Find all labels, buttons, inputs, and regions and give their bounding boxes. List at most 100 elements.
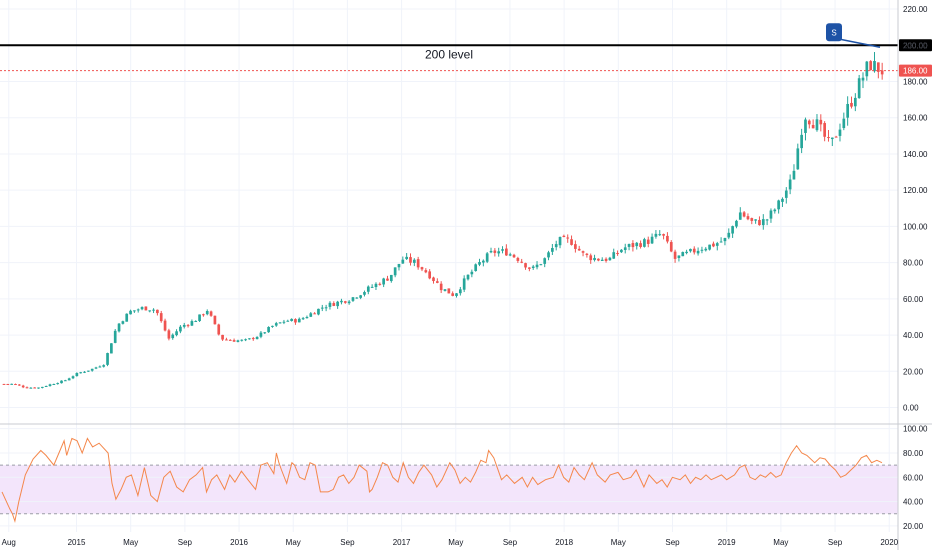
- candle-body: [451, 293, 455, 296]
- reference-lines: 200.00 200 level 186.00 S: [0, 23, 932, 77]
- candle-body: [784, 190, 788, 198]
- candle-body: [240, 339, 244, 341]
- time-axis[interactable]: Aug 2015 May Sep 2016 May Sep 2017 May Sep 2018 May…: [2, 538, 899, 547]
- candle-body: [662, 234, 665, 236]
- candle-body: [17, 384, 21, 386]
- candle-body: [516, 257, 520, 261]
- candle-body: [493, 250, 497, 253]
- candle-body: [102, 365, 106, 367]
- candle-body: [823, 123, 826, 137]
- candle-body: [48, 384, 52, 387]
- candle-body: [731, 226, 734, 234]
- rsi-band: [0, 465, 898, 514]
- candle-body: [539, 264, 543, 266]
- candle-body: [152, 309, 155, 311]
- candle-body: [735, 220, 738, 227]
- candle-body: [332, 303, 336, 306]
- candle-body: [581, 251, 585, 253]
- candle-body: [225, 339, 228, 341]
- candle-body: [857, 78, 861, 99]
- candle-body: [551, 248, 554, 252]
- candle-body: [865, 61, 869, 77]
- candle-body: [474, 264, 478, 272]
- candle-body: [696, 250, 700, 254]
- candle-body: [202, 314, 205, 316]
- marker-badge: [826, 23, 842, 42]
- candle-body: [324, 307, 328, 309]
- candle-body: [765, 219, 769, 221]
- rsi-y-ticks: 20.00 40.00 60.00 80.00 100.00: [903, 425, 928, 531]
- candle-body: [439, 283, 443, 291]
- candle-body: [700, 249, 704, 251]
- x-tick-label: 2018: [555, 538, 573, 547]
- candle-body: [727, 232, 731, 238]
- y-tick-label: 220.00: [903, 5, 928, 14]
- candle-body: [830, 137, 834, 140]
- candle-body: [198, 314, 201, 321]
- y-tick-label: 40.00: [903, 331, 924, 340]
- candle-body: [482, 260, 485, 263]
- candle-body: [278, 322, 282, 324]
- candle-body: [221, 334, 224, 340]
- candle-body: [248, 338, 251, 340]
- x-tick-label: 2016: [230, 538, 248, 547]
- candle-body: [363, 292, 366, 295]
- y-tick-label: 80.00: [903, 259, 924, 268]
- rsi-y-tick-label: 100.00: [903, 425, 928, 434]
- candle-body: [167, 330, 171, 339]
- candle-body: [6, 383, 10, 385]
- candle-body: [631, 243, 635, 248]
- candle-body: [505, 248, 508, 256]
- candle-body: [71, 376, 75, 379]
- candle-body: [585, 253, 589, 255]
- candle-body: [443, 289, 447, 291]
- candle-body: [267, 326, 270, 333]
- marker-label: S: [831, 28, 836, 37]
- candle-body: [10, 383, 14, 385]
- candle-body: [478, 262, 481, 265]
- candle-body: [815, 119, 819, 131]
- candle-body: [811, 124, 815, 129]
- candle-body: [528, 267, 531, 269]
- y-tick-label: 160.00: [903, 114, 928, 123]
- candle-body: [777, 200, 780, 210]
- candle-body: [804, 119, 807, 133]
- candle-body: [60, 380, 63, 384]
- candle-body: [788, 179, 792, 190]
- candle-body: [543, 258, 547, 264]
- candle-body: [692, 248, 696, 253]
- candle-body: [144, 306, 148, 311]
- candle-body: [612, 252, 616, 259]
- y-tick-label: 100.00: [903, 222, 928, 231]
- rsi-grid: [0, 428, 898, 527]
- candle-body: [37, 387, 40, 389]
- y-tick-label: 60.00: [903, 295, 924, 304]
- candle-body: [742, 212, 746, 217]
- candle-body: [290, 318, 293, 321]
- candle-body: [378, 283, 382, 285]
- x-tick-label: Sep: [828, 538, 843, 547]
- price-tag-label: 186.00: [903, 67, 928, 76]
- candle-body: [620, 249, 623, 253]
- candle-body: [75, 373, 79, 377]
- rsi-y-tick-label: 80.00: [903, 449, 924, 458]
- x-tick-label: 2017: [393, 538, 411, 547]
- candle-body: [712, 243, 715, 247]
- main-pane[interactable]: 200.00 200 level 186.00 S: [0, 0, 932, 532]
- candle-body: [689, 248, 692, 252]
- candle-body: [110, 343, 113, 354]
- candle-body: [156, 309, 159, 314]
- candle-body: [769, 210, 773, 219]
- candle-body: [589, 255, 593, 261]
- price-axis[interactable]: 0.00 20.00 40.00 60.00 80.00 100.00 120.00 140.…: [897, 0, 928, 550]
- candle-body: [570, 239, 573, 245]
- candle-body: [370, 286, 374, 288]
- candle-body: [853, 97, 857, 107]
- candle-body: [512, 254, 516, 258]
- indicator-pane[interactable]: [0, 428, 898, 527]
- main-y-ticks: 0.00 20.00 40.00 60.00 80.00 100.00 120.00 140.…: [903, 5, 928, 412]
- candle-body: [650, 236, 654, 244]
- price-tag: [899, 39, 932, 52]
- candle-body: [562, 235, 566, 237]
- candle-body: [286, 320, 290, 322]
